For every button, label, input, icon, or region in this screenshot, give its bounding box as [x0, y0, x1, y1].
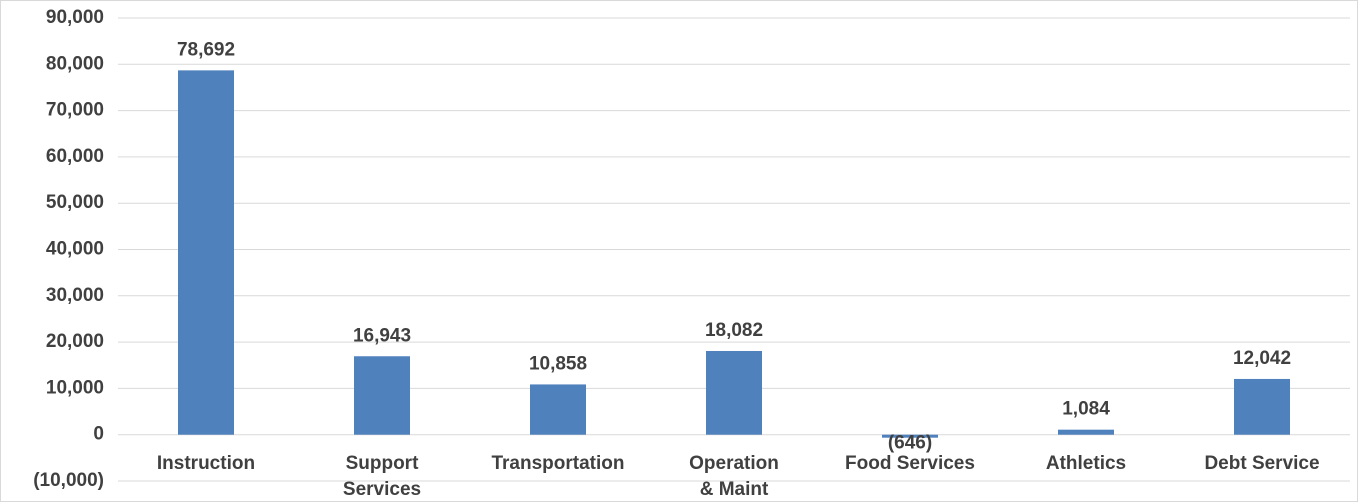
bar [1234, 378, 1290, 435]
data-label: 12,042 [1233, 348, 1291, 369]
bar [178, 70, 234, 435]
data-label: (646) [888, 433, 932, 454]
bar [1058, 429, 1114, 435]
y-tick-label: 0 [93, 424, 104, 445]
y-tick-label: 90,000 [46, 7, 104, 28]
x-tick-label: Debt Service [1204, 453, 1319, 474]
data-label: 1,084 [1062, 399, 1110, 420]
bar [882, 434, 938, 438]
x-tick-label: Instruction [157, 453, 255, 474]
bar [354, 356, 410, 435]
x-tick-label: Operation & Maint [689, 453, 779, 500]
bar [706, 350, 762, 435]
y-tick-label: 10,000 [46, 377, 104, 398]
y-tick-label: 70,000 [46, 100, 104, 121]
x-tick-label: Transportation [491, 453, 624, 474]
bar [530, 384, 586, 435]
y-tick-label: 40,000 [46, 239, 104, 260]
data-label: 16,943 [353, 325, 411, 346]
y-tick-label: 30,000 [46, 285, 104, 306]
y-tick-label: 20,000 [46, 331, 104, 352]
data-label: 78,692 [177, 39, 235, 60]
y-tick-label: 50,000 [46, 192, 104, 213]
x-tick-label: Athletics [1046, 453, 1126, 474]
x-tick-label: Food Services [845, 453, 975, 474]
y-tick-label: 60,000 [46, 146, 104, 167]
y-tick-label: (10,000) [33, 470, 104, 491]
data-label: 10,858 [529, 353, 587, 374]
data-label: 18,082 [705, 320, 763, 341]
x-tick-label: Support Services [343, 453, 421, 500]
y-tick-label: 80,000 [46, 53, 104, 74]
